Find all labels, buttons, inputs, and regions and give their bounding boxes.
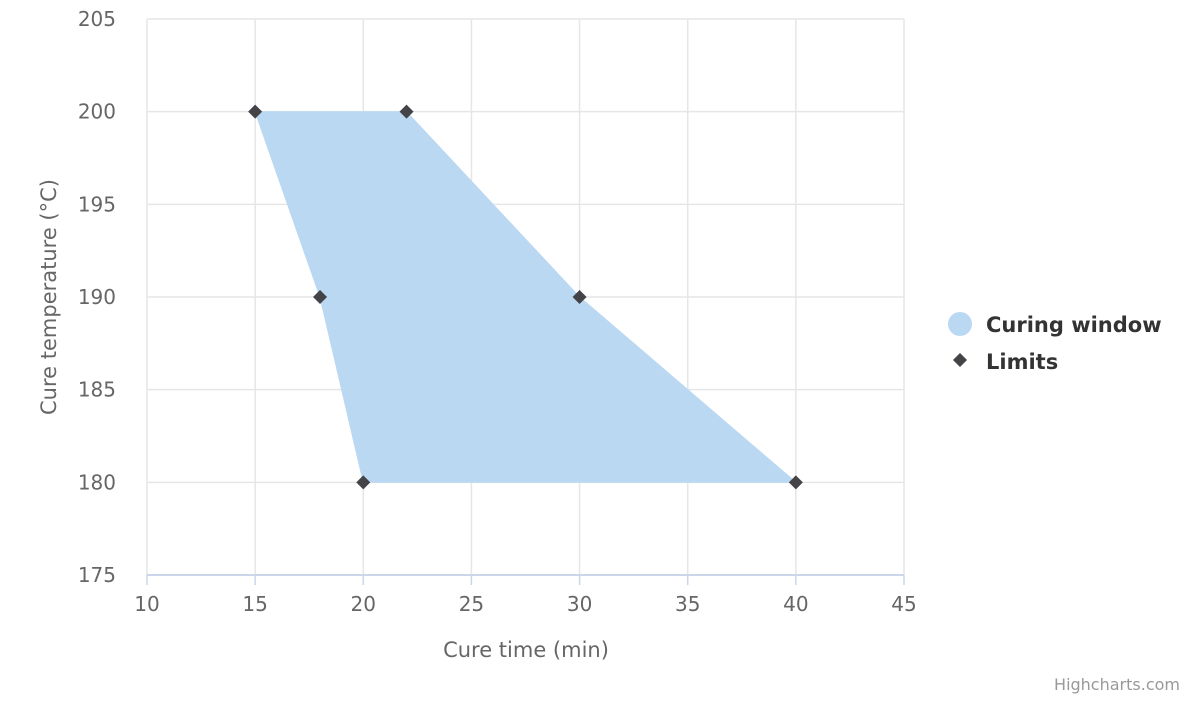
legend-item-limits[interactable]: Limits	[953, 350, 1058, 374]
y-tick-label: 175	[78, 563, 116, 587]
limit-point-marker[interactable]	[788, 475, 803, 490]
y-tick-label: 190	[78, 285, 116, 309]
limit-point-marker[interactable]	[356, 475, 371, 490]
legend-label-curing-window: Curing window	[986, 313, 1162, 337]
limit-point-marker[interactable]	[572, 290, 587, 304]
x-tick-label: 10	[134, 592, 159, 616]
x-tick-label: 30	[567, 592, 592, 616]
x-tick-label: 15	[242, 592, 267, 616]
y-tick-label: 195	[78, 192, 116, 216]
legend-swatch-diamond	[953, 353, 967, 367]
y-axis-title: Cure temperature (°C)	[37, 179, 61, 415]
x-tick-label: 25	[459, 592, 484, 616]
y-tick-label: 205	[78, 7, 116, 31]
y-tick-label: 200	[78, 100, 116, 124]
legend-label-limits: Limits	[986, 350, 1058, 374]
x-tick-label: 35	[675, 592, 700, 616]
axes	[146, 574, 905, 585]
y-tick-label: 185	[78, 378, 116, 402]
tick-labels: 10 15 20 25 30 35 40 45 175 180 185 190 195 200 205	[78, 7, 917, 616]
limit-markers	[248, 104, 803, 490]
x-tick-label: 40	[783, 592, 808, 616]
limit-point-marker[interactable]	[399, 104, 414, 119]
x-axis-title: Cure time (min)	[443, 638, 609, 662]
y-tick-label: 180	[78, 470, 116, 494]
x-tick-label: 45	[891, 592, 916, 616]
x-tick-label: 20	[351, 592, 376, 616]
legend-item-curing-window[interactable]: Curing window	[948, 312, 1162, 337]
credits-link[interactable]: Highcharts.com	[1054, 675, 1180, 694]
limit-point-marker[interactable]	[313, 290, 328, 304]
limit-point-marker[interactable]	[248, 104, 263, 119]
legend-swatch-circle	[948, 312, 972, 336]
legend: Curing window Limits	[948, 312, 1162, 374]
